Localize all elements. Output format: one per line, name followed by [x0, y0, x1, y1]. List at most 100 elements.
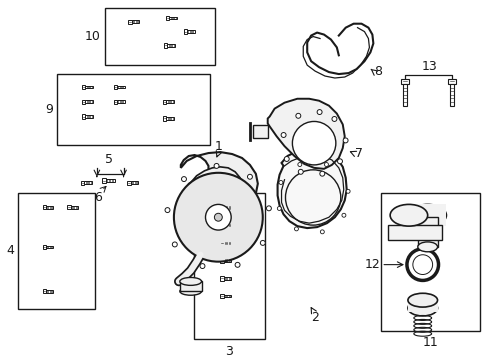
Polygon shape — [220, 223, 223, 227]
Text: 12: 12 — [365, 258, 380, 271]
Polygon shape — [187, 30, 195, 33]
Bar — [57, 74, 210, 145]
Circle shape — [332, 117, 337, 121]
Polygon shape — [163, 100, 167, 104]
Polygon shape — [168, 44, 175, 47]
Polygon shape — [114, 85, 117, 89]
Polygon shape — [277, 149, 347, 228]
Polygon shape — [170, 17, 177, 19]
Ellipse shape — [390, 204, 428, 226]
Text: 7: 7 — [355, 147, 363, 159]
Circle shape — [320, 230, 324, 234]
Polygon shape — [268, 99, 345, 169]
Polygon shape — [184, 30, 187, 34]
Bar — [180, 282, 201, 291]
Polygon shape — [223, 295, 231, 297]
Circle shape — [200, 264, 205, 269]
Polygon shape — [82, 114, 85, 118]
Circle shape — [277, 207, 281, 211]
Circle shape — [181, 177, 187, 181]
Ellipse shape — [180, 278, 201, 285]
Circle shape — [174, 173, 263, 262]
Polygon shape — [85, 115, 93, 118]
Bar — [18, 193, 95, 309]
Circle shape — [338, 159, 343, 164]
Circle shape — [172, 242, 177, 247]
Polygon shape — [43, 289, 46, 293]
Polygon shape — [46, 206, 53, 208]
Ellipse shape — [408, 293, 438, 307]
Bar — [408, 300, 438, 312]
Circle shape — [324, 163, 328, 166]
Polygon shape — [81, 181, 84, 185]
Polygon shape — [85, 86, 93, 88]
Polygon shape — [220, 276, 223, 280]
Bar — [105, 8, 216, 65]
Polygon shape — [223, 206, 231, 208]
Circle shape — [214, 163, 219, 168]
Circle shape — [320, 171, 325, 176]
Polygon shape — [223, 224, 231, 226]
Polygon shape — [114, 100, 117, 104]
Polygon shape — [106, 179, 115, 182]
Circle shape — [293, 121, 336, 165]
Polygon shape — [163, 116, 167, 121]
Circle shape — [284, 157, 289, 161]
Polygon shape — [117, 86, 124, 88]
Circle shape — [294, 227, 298, 231]
Bar — [448, 79, 456, 84]
Polygon shape — [84, 181, 92, 184]
Text: 9: 9 — [46, 103, 53, 116]
Polygon shape — [181, 152, 258, 219]
Circle shape — [247, 174, 252, 179]
Bar — [418, 217, 438, 247]
Polygon shape — [82, 100, 85, 104]
Polygon shape — [131, 181, 138, 184]
Polygon shape — [67, 205, 71, 210]
Circle shape — [298, 163, 302, 166]
Polygon shape — [220, 241, 223, 245]
Polygon shape — [43, 205, 46, 210]
Circle shape — [281, 132, 286, 138]
Circle shape — [260, 240, 265, 246]
Bar — [194, 193, 265, 339]
Polygon shape — [164, 43, 168, 48]
Bar — [381, 193, 480, 331]
Ellipse shape — [408, 300, 438, 316]
Text: 5: 5 — [105, 153, 113, 166]
Polygon shape — [220, 294, 223, 298]
Polygon shape — [71, 206, 78, 208]
Circle shape — [343, 138, 348, 143]
Circle shape — [346, 189, 350, 193]
Polygon shape — [102, 178, 106, 183]
Circle shape — [342, 213, 346, 217]
Polygon shape — [223, 242, 231, 244]
Bar — [401, 79, 409, 84]
Ellipse shape — [418, 242, 438, 252]
Polygon shape — [127, 181, 131, 185]
Bar — [450, 84, 454, 105]
Text: 2: 2 — [311, 311, 319, 324]
Circle shape — [215, 213, 222, 221]
Polygon shape — [117, 100, 124, 103]
Polygon shape — [223, 260, 231, 262]
Polygon shape — [46, 290, 53, 293]
Polygon shape — [166, 16, 170, 20]
Polygon shape — [167, 100, 174, 103]
Text: 11: 11 — [423, 336, 439, 349]
Bar — [388, 225, 442, 240]
Text: 1: 1 — [215, 140, 222, 153]
Circle shape — [296, 113, 301, 118]
Polygon shape — [43, 245, 46, 249]
Bar — [403, 84, 407, 105]
Circle shape — [317, 109, 322, 114]
Ellipse shape — [180, 287, 201, 295]
Circle shape — [279, 180, 283, 184]
Circle shape — [165, 208, 170, 212]
Circle shape — [298, 169, 303, 174]
Polygon shape — [167, 117, 174, 120]
Text: 8: 8 — [374, 64, 382, 78]
Text: 10: 10 — [85, 30, 101, 43]
Polygon shape — [189, 167, 242, 206]
Text: 13: 13 — [422, 60, 438, 73]
